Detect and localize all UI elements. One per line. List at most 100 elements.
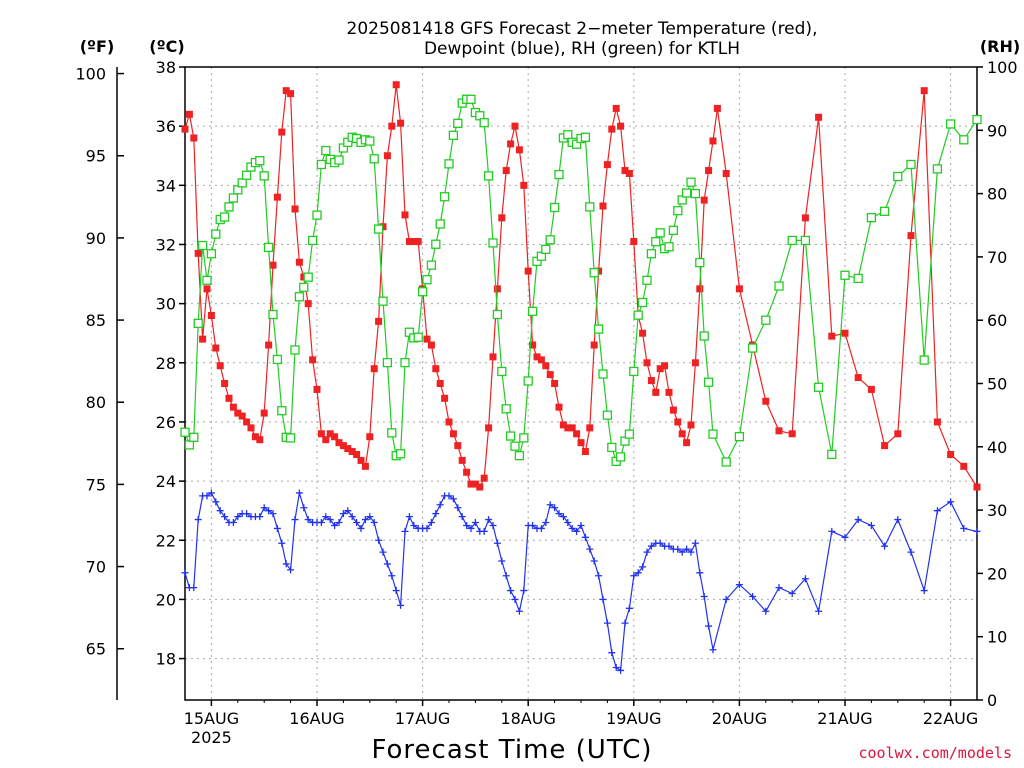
dewpoint-point	[507, 587, 515, 595]
dewpoint-point	[617, 666, 625, 674]
dewpoint-point	[427, 519, 435, 527]
fahrenheit-tick-label: 90	[86, 229, 106, 248]
celsius-tick-label: 22	[156, 531, 176, 550]
dewpoint-point	[243, 510, 251, 518]
temperature-point	[454, 442, 462, 450]
dewpoint-point	[287, 566, 295, 574]
rh-point	[365, 136, 375, 146]
dewpoint-point	[282, 560, 290, 568]
temperature-point	[665, 388, 673, 396]
series-rh	[180, 94, 982, 467]
plot-frame	[184, 66, 978, 701]
temperature-point	[234, 409, 242, 417]
temperature-point	[775, 427, 783, 435]
temperature-point	[282, 87, 290, 95]
dewpoint-point	[555, 510, 563, 518]
dewpoint-point	[595, 572, 603, 580]
dewpoint-point	[867, 521, 875, 529]
dewpoint-point	[480, 527, 488, 535]
axes: 18 20 22 24 26 28 30 32 34 36 38 65 70 75 80 85 90 95 100 0…	[75, 58, 1017, 747]
dewpoint-point	[260, 504, 268, 512]
temperature-point	[661, 362, 669, 370]
celsius-tick-label: 24	[156, 472, 176, 491]
temperature-point	[199, 335, 207, 343]
temperature-point	[639, 329, 647, 337]
rh-point	[545, 235, 555, 245]
rh-point	[417, 287, 428, 297]
temperature-point	[691, 359, 699, 367]
rh-point	[602, 410, 613, 420]
dewpoint-point	[366, 513, 374, 521]
temperature-point	[590, 341, 598, 349]
dewpoint-point	[216, 507, 224, 515]
rh-point	[422, 275, 432, 285]
rh-point	[395, 449, 406, 459]
rh-point	[774, 281, 784, 291]
dewpoint-point	[383, 560, 391, 568]
temperature-point	[867, 385, 875, 393]
temperature-point	[621, 167, 629, 175]
rh-tick-label: 90	[987, 121, 1007, 140]
rh-point	[554, 169, 564, 180]
temperature-point	[586, 424, 594, 432]
temperature-point	[436, 380, 444, 387]
temperature-point	[295, 258, 303, 266]
temperature-point	[687, 421, 695, 429]
rh-point	[906, 159, 916, 170]
dewpoint-point	[749, 592, 757, 600]
rh-point	[197, 240, 208, 251]
dewpoint-point	[212, 498, 220, 506]
dewpoint-point	[278, 539, 286, 547]
rh-point	[285, 433, 296, 443]
rh-point	[435, 219, 445, 229]
x-tick-label: 17AUG	[395, 709, 450, 728]
temperature-point	[881, 442, 889, 450]
temperature-point	[207, 311, 215, 319]
dewpoint-point	[379, 548, 387, 556]
rh-point	[180, 427, 190, 437]
dewpoint-point	[603, 619, 611, 627]
temperature-point	[397, 119, 405, 127]
dewpoint-point	[705, 622, 713, 630]
dewpoint-point	[436, 501, 444, 509]
dewpoint-point	[815, 607, 823, 615]
temperature-point	[432, 365, 440, 373]
dewpoint-point	[203, 492, 211, 500]
dewpoint-point	[388, 572, 396, 580]
temperature-point	[612, 104, 620, 112]
rh-tick-label: 100	[987, 58, 1018, 77]
rh-point	[637, 297, 648, 308]
dewpoint-point	[335, 519, 343, 527]
rh-point	[703, 377, 714, 387]
rh-point	[237, 178, 247, 188]
temperature-point	[221, 380, 229, 387]
source-credit[interactable]: coolwx.com/models	[858, 744, 1012, 762]
dewpoint-point	[973, 527, 981, 535]
temperature-point	[564, 424, 572, 432]
dewpoint-point	[841, 533, 849, 541]
dewpoint-point	[608, 649, 616, 657]
rh-point	[624, 429, 635, 439]
celsius-tick-label: 32	[156, 235, 176, 254]
dewpoint-point	[546, 501, 554, 509]
dewpoint-point	[735, 581, 743, 589]
temperature-point	[515, 146, 523, 154]
rh-point	[893, 171, 903, 182]
temperature-point	[229, 403, 237, 411]
dewpoint-point	[423, 524, 431, 532]
temperature-point	[524, 267, 532, 275]
dewpoint-point	[489, 521, 497, 529]
x-axis-label: Forecast Time (UTC)	[371, 735, 652, 765]
rh-tick-label: 80	[987, 185, 1007, 204]
dewpoint-point	[515, 607, 523, 615]
temperature-point	[181, 125, 189, 133]
rh-point	[413, 332, 423, 342]
dewpoint-point	[331, 521, 339, 529]
dewpoint-point	[194, 516, 202, 524]
dewpoint-point	[700, 592, 708, 600]
rh-point	[761, 315, 771, 325]
rh-point	[501, 404, 511, 414]
dewpoint-point	[801, 575, 809, 583]
temperature-point	[947, 450, 955, 458]
rh-point	[228, 193, 239, 203]
